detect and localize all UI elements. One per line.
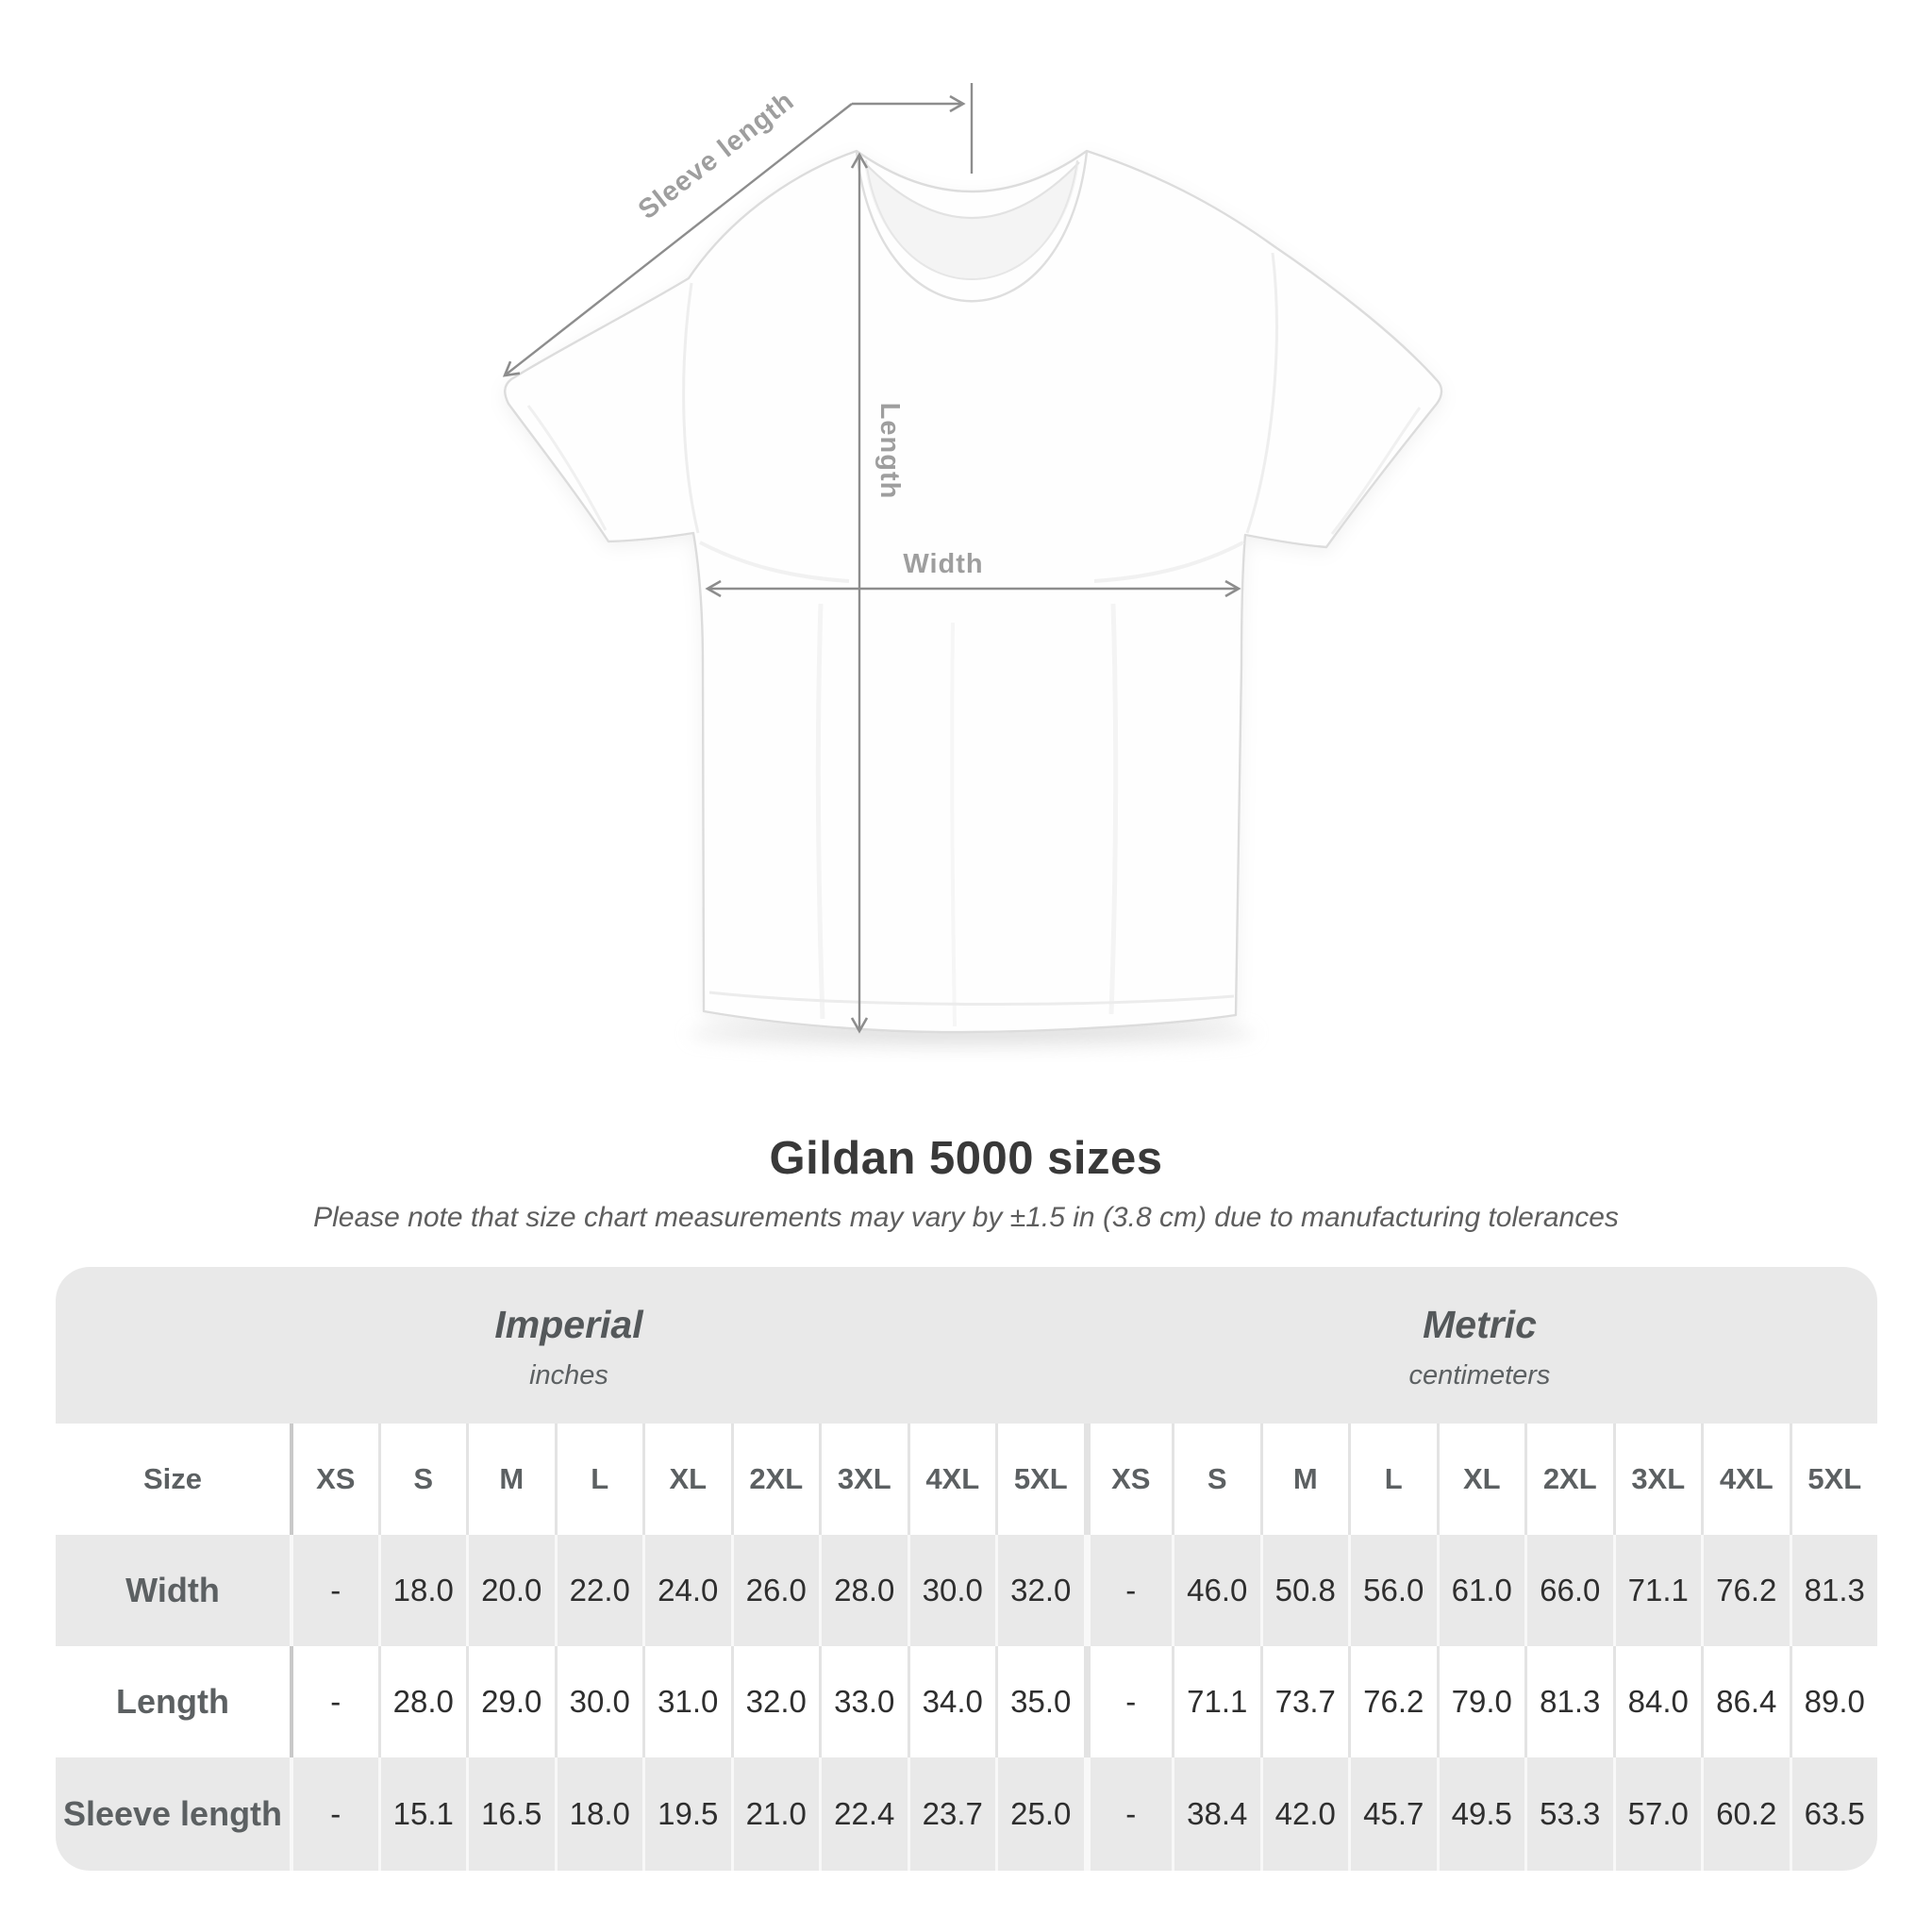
value-cell: 57.0 (1612, 1757, 1702, 1871)
size-header-cell: XL (642, 1424, 731, 1535)
value-cell: 30.0 (554, 1646, 643, 1757)
value-cell: 35.0 (995, 1646, 1084, 1757)
value-cell: 18.0 (554, 1757, 643, 1871)
tshirt-silhouette (504, 149, 1443, 1034)
value-cell: 46.0 (1172, 1535, 1260, 1646)
value-cell: - (1083, 1757, 1173, 1871)
size-header-cell: 2XL (1524, 1424, 1613, 1535)
size-column-header: Size (142, 1462, 203, 1495)
value-cell: 81.3 (1789, 1535, 1878, 1646)
metric-section-header: Metric centimeters (1082, 1267, 1877, 1424)
value-cell: 18.0 (377, 1535, 467, 1646)
value-cell: 38.4 (1172, 1757, 1260, 1871)
size-header-cell: L (1348, 1424, 1437, 1535)
value-cell: 32.0 (730, 1646, 820, 1757)
size-header-cell: M (466, 1424, 555, 1535)
value-cell: 50.8 (1259, 1535, 1349, 1646)
size-header-cell: 4XL (907, 1424, 996, 1535)
value-cell: 25.0 (995, 1757, 1084, 1871)
units-band: Imperial inches Metric centimeters (56, 1267, 1877, 1424)
value-cell: 76.2 (1701, 1535, 1790, 1646)
value-cell: - (290, 1757, 378, 1871)
size-chart-table: Imperial inches Metric centimeters Size … (56, 1267, 1877, 1871)
value-cell: 45.7 (1348, 1757, 1437, 1871)
metric-title: Metric (1423, 1303, 1537, 1346)
value-cell: 76.2 (1348, 1646, 1437, 1757)
size-header-cell: 5XL (1789, 1424, 1878, 1535)
tshirt-graphic: Sleeve length Length Width (502, 83, 1443, 1048)
size-header-cell: L (554, 1424, 643, 1535)
value-cell: 81.3 (1524, 1646, 1613, 1757)
value-cell: 20.0 (466, 1535, 555, 1646)
value-cell: 89.0 (1789, 1646, 1878, 1757)
value-cell: 23.7 (907, 1757, 996, 1871)
sleeve-length-row: Sleeve length - 15.1 16.5 18.0 19.5 21.0… (56, 1757, 1877, 1871)
page-title: Gildan 5000 sizes (769, 1133, 1163, 1184)
size-header-cell: M (1259, 1424, 1349, 1535)
row-label: Width (125, 1571, 220, 1609)
value-cell: 34.0 (907, 1646, 996, 1757)
value-cell: - (1083, 1646, 1173, 1757)
value-cell: 24.0 (642, 1535, 731, 1646)
neck-opening (864, 162, 1079, 278)
size-header-cell: S (377, 1424, 467, 1535)
value-cell: 53.3 (1524, 1757, 1613, 1871)
value-cell: - (290, 1646, 378, 1757)
value-cell: 79.0 (1436, 1646, 1525, 1757)
value-cell: 32.0 (995, 1535, 1084, 1646)
value-cell: 66.0 (1524, 1535, 1613, 1646)
size-header-cell: XS (290, 1424, 378, 1535)
value-cell: 86.4 (1701, 1646, 1790, 1757)
size-header-cell: XL (1436, 1424, 1525, 1535)
value-cell: 61.0 (1436, 1535, 1525, 1646)
value-cell: 49.5 (1436, 1757, 1525, 1871)
metric-unit: centimeters (1408, 1360, 1551, 1391)
imperial-title: Imperial (494, 1303, 643, 1346)
sleeve-dimension-diagonal (502, 103, 853, 377)
value-cell: 21.0 (730, 1757, 820, 1871)
row-label: Length (116, 1682, 229, 1721)
value-cell: 63.5 (1789, 1757, 1878, 1871)
value-cell: 30.0 (907, 1535, 996, 1646)
size-header-row: Size XS S M L XL 2XL 3XL 4XL 5XL XS S M … (56, 1424, 1877, 1535)
tshirt-measurement-figure: Sleeve length Length Width (502, 83, 1443, 1048)
page-subtitle: Please note that size chart measurements… (313, 1202, 1619, 1233)
value-cell: - (1083, 1535, 1173, 1646)
value-cell: 71.1 (1172, 1646, 1260, 1757)
size-header-cell: 3XL (1612, 1424, 1702, 1535)
size-header-cell: S (1172, 1424, 1260, 1535)
value-cell: 60.2 (1701, 1757, 1790, 1871)
size-header-cell: XS (1083, 1424, 1173, 1535)
size-header-cell: 3XL (819, 1424, 908, 1535)
value-cell: 73.7 (1259, 1646, 1349, 1757)
value-cell: 15.1 (377, 1757, 467, 1871)
value-cell: 19.5 (642, 1757, 731, 1871)
value-cell: 71.1 (1612, 1535, 1702, 1646)
imperial-section-header: Imperial inches (56, 1267, 1082, 1424)
imperial-unit: inches (529, 1360, 608, 1391)
length-label: Length (874, 403, 905, 500)
width-row: Width - 18.0 20.0 22.0 24.0 26.0 28.0 30… (56, 1535, 1877, 1646)
row-label: Sleeve length (62, 1794, 283, 1833)
value-cell: 28.0 (819, 1535, 908, 1646)
value-cell: - (290, 1535, 378, 1646)
value-cell: 56.0 (1348, 1535, 1437, 1646)
value-cell: 26.0 (730, 1535, 820, 1646)
value-cell: 16.5 (466, 1757, 555, 1871)
value-cell: 22.4 (819, 1757, 908, 1871)
width-label: Width (903, 549, 983, 579)
value-cell: 22.0 (554, 1535, 643, 1646)
value-cell: 28.0 (377, 1646, 467, 1757)
size-header-cell: 5XL (995, 1424, 1084, 1535)
size-header-cell: 4XL (1701, 1424, 1790, 1535)
value-cell: 42.0 (1259, 1757, 1349, 1871)
value-cell: 33.0 (819, 1646, 908, 1757)
value-cell: 31.0 (642, 1646, 731, 1757)
length-row: Length - 28.0 29.0 30.0 31.0 32.0 33.0 3… (56, 1646, 1877, 1757)
value-cell: 29.0 (466, 1646, 555, 1757)
size-header-cell: 2XL (730, 1424, 820, 1535)
value-cell: 84.0 (1612, 1646, 1702, 1757)
dimension-annotations (502, 83, 1241, 1034)
